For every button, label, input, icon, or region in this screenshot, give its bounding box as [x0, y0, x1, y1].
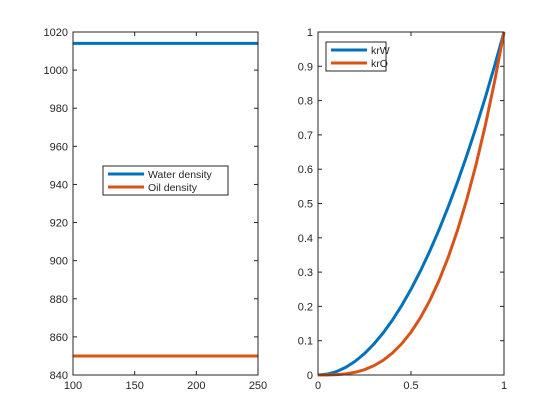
relperm-series-kro [317, 31, 506, 377]
density-legend-label: Oil density [148, 182, 198, 194]
relperm-legend-label: krW [371, 45, 390, 57]
relperm-y-tick-label: 0.6 [298, 164, 313, 176]
relperm-legend-box [325, 41, 387, 72]
relperm-x-tick-label: 1 [501, 380, 507, 392]
relperm-y-tick-label: 0.8 [298, 96, 313, 108]
density-y-tick-label: 1000 [44, 65, 68, 77]
relperm-axes-box [317, 31, 505, 376]
density-y-tick-label: 860 [50, 332, 68, 344]
density-y-tick-label: 1020 [44, 27, 68, 39]
relperm-y-tick-label: 0.9 [298, 61, 313, 73]
density-x-tick-label: 150 [125, 380, 143, 392]
density-axes-frame [72, 31, 259, 376]
density-y-tick-label: 960 [50, 141, 68, 153]
density-plot: 100 150 200 250 840 860 880 900 920 940 960 980 1000… [44, 27, 268, 392]
relperm-y-tick-label: 0.4 [298, 233, 313, 245]
relperm-x-tick-label: 0 [315, 380, 321, 392]
relperm-legend-label: krO [371, 58, 388, 70]
relperm-y-tick-label: 0.7 [298, 130, 313, 142]
density-y-tick-label: 900 [50, 256, 68, 268]
density-y-tick-label: 980 [50, 103, 68, 115]
density-x-tick-label: 100 [64, 380, 82, 392]
density-y-tick-label: 920 [50, 218, 68, 230]
relperm-y-tick-label: 0.5 [298, 199, 313, 211]
density-x-tick-label: 250 [249, 380, 267, 392]
relperm-series-krw [317, 31, 506, 377]
density-y-tick-label: 880 [50, 294, 68, 306]
relperm-x-tick-label: 0.5 [403, 380, 418, 392]
relperm-y-tick-label: 0 [307, 370, 313, 382]
density-axes-box [72, 31, 259, 376]
density-legend-label: Water density [148, 169, 213, 181]
density-x-tick-label: 200 [187, 380, 205, 392]
relperm-y-tick-label: 0.3 [298, 267, 313, 279]
density-legend-box [102, 165, 229, 196]
relperm-y-tick-label: 1 [307, 27, 313, 39]
density-y-tick-label: 840 [50, 370, 68, 382]
relperm-y-tick-label: 0.2 [298, 301, 313, 313]
relperm-y-tick-label: 0.1 [298, 336, 313, 348]
density-y-tick-label: 940 [50, 179, 68, 191]
